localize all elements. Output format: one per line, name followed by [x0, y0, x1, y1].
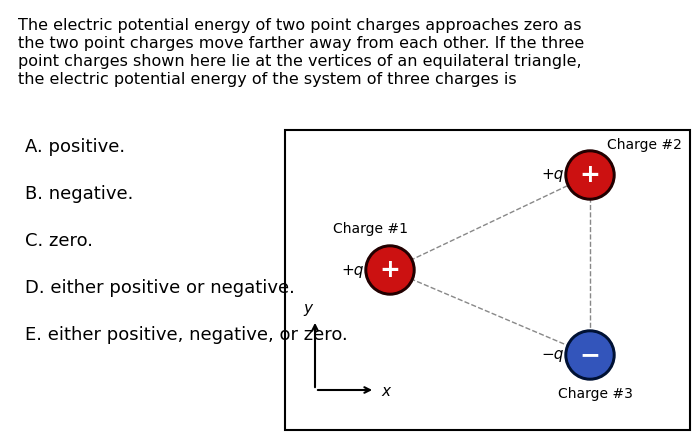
Circle shape — [568, 333, 612, 377]
Text: +: + — [379, 258, 400, 282]
Text: +q: +q — [542, 167, 564, 183]
Circle shape — [565, 330, 615, 380]
Text: D. either positive or negative.: D. either positive or negative. — [25, 279, 295, 297]
Text: point charges shown here lie at the vertices of an equilateral triangle,: point charges shown here lie at the vert… — [18, 54, 582, 69]
Circle shape — [565, 150, 615, 200]
Text: x: x — [381, 385, 390, 399]
Text: Charge #2: Charge #2 — [607, 138, 682, 152]
Text: the electric potential energy of the system of three charges is: the electric potential energy of the sys… — [18, 72, 517, 87]
Circle shape — [568, 153, 612, 197]
Text: A. positive.: A. positive. — [25, 138, 125, 156]
Text: y: y — [303, 301, 312, 316]
Text: C. zero.: C. zero. — [25, 232, 93, 250]
Text: −: − — [580, 343, 601, 367]
Text: the two point charges move farther away from each other. If the three: the two point charges move farther away … — [18, 36, 584, 51]
Text: +q: +q — [342, 263, 364, 277]
Text: B. negative.: B. negative. — [25, 185, 134, 203]
Text: +: + — [580, 163, 601, 187]
Text: The electric potential energy of two point charges approaches zero as: The electric potential energy of two poi… — [18, 18, 582, 33]
Circle shape — [368, 248, 412, 292]
Circle shape — [365, 245, 415, 295]
Text: Charge #1: Charge #1 — [333, 222, 408, 236]
Bar — [285, 130, 690, 430]
Text: −q: −q — [542, 347, 564, 363]
Text: E. either positive, negative, or zero.: E. either positive, negative, or zero. — [25, 326, 348, 344]
Text: Charge #3: Charge #3 — [558, 387, 633, 401]
